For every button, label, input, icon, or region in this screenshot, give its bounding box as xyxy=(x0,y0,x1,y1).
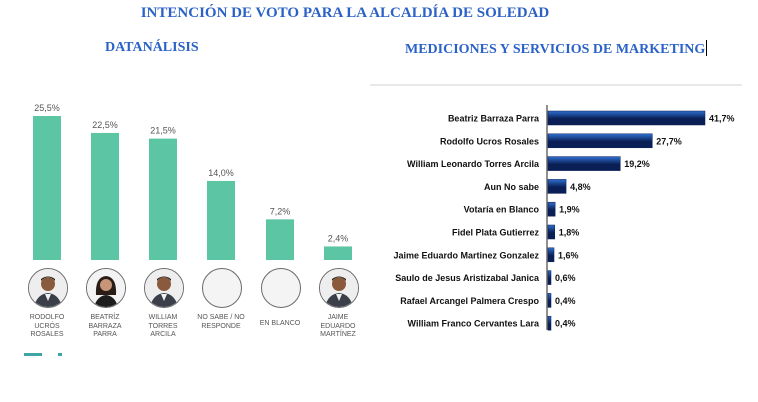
right-bar-1 xyxy=(547,133,653,149)
right-bar-value-label: 0,6% xyxy=(555,273,576,283)
right-bar-value-label: 1,9% xyxy=(559,205,580,215)
left-category-label: BEATRÍZ BARRAZA PARRA xyxy=(70,314,140,340)
right-category-label: Saulo de Jesus Aristizabal Janica xyxy=(395,273,540,283)
right-category-label: Aun No sabe xyxy=(484,182,539,192)
right-bar-value-label: 0,4% xyxy=(555,296,576,306)
right-category-label: Votaría en Blanco xyxy=(464,205,540,215)
left-bar-0 xyxy=(33,116,61,260)
right-chart-title-text: MEDICIONES Y SERVICIOS DE MARKETING xyxy=(405,42,706,57)
right-chart-title: MEDICIONES Y SERVICIOS DE MARKETING xyxy=(405,40,708,58)
left-category-label-line: UCRÓS xyxy=(34,322,60,330)
left-category-label-line: NO SABE / NO xyxy=(197,314,245,321)
empty-avatar xyxy=(261,268,301,308)
left-category-label-line: BEATRÍZ xyxy=(90,314,120,321)
right-bar-5 xyxy=(547,224,556,240)
right-category-label: Rafael Arcangel Palmera Crespo xyxy=(400,296,539,306)
right-bar-value-label: 41,7% xyxy=(709,114,735,124)
left-category-label-line: RESPONDE xyxy=(201,322,241,330)
left-category-label-line: ARCILA xyxy=(150,331,176,338)
left-bar-4 xyxy=(266,219,294,260)
right-category-label: Jaime Eduardo Martinez Gonzalez xyxy=(393,250,539,260)
right-bar-value-label: 1,8% xyxy=(559,228,580,238)
left-category-label: RODOLFO UCRÓS ROSALES xyxy=(12,314,82,340)
left-bar-1 xyxy=(91,132,119,260)
left-category-label: EN BLANCO xyxy=(245,320,315,329)
candidate-photo xyxy=(144,268,184,308)
right-category-label: Beatriz Barraza Parra xyxy=(448,114,540,124)
right-chart-top-rule xyxy=(370,84,742,86)
main-title: INTENCIÓN DE VOTO PARA LA ALCALDÍA DE SO… xyxy=(140,5,550,21)
right-bar-0 xyxy=(547,110,706,126)
left-category-label-line: TORRES xyxy=(148,322,178,330)
left-category-label-line: PARRA xyxy=(93,331,117,338)
left-chart-title: DATANÁLISIS xyxy=(105,40,199,55)
right-bar-3 xyxy=(547,179,567,194)
left-bar-value-label: 25,5% xyxy=(34,103,60,113)
text-cursor xyxy=(706,40,708,56)
right-category-label: William Leonardo Torres Arcila xyxy=(407,159,540,169)
right-bar-7 xyxy=(547,270,552,285)
right-bar-value-label: 1,6% xyxy=(558,250,579,260)
right-bar-value-label: 27,7% xyxy=(656,136,682,146)
right-category-label: William Franco Cervantes Lara xyxy=(408,319,540,329)
left-bar-value-label: 2,4% xyxy=(328,233,349,243)
right-bar-9 xyxy=(547,315,552,331)
candidate-photo xyxy=(319,268,359,308)
left-bar-3 xyxy=(207,180,235,260)
right-bar-value-label: 19,2% xyxy=(624,159,650,169)
right-bar-value-label: 4,8% xyxy=(570,182,591,192)
left-category-label-line: BARRAZA xyxy=(88,322,122,330)
empty-avatar xyxy=(202,268,242,308)
right-bar-2 xyxy=(547,156,621,171)
left-bar-value-label: 7,2% xyxy=(270,206,291,216)
left-category-label: JAIME EDUARDO MARTÍNEZ xyxy=(303,314,373,340)
slide-indicator-dot xyxy=(58,353,62,356)
right-bar-8 xyxy=(547,293,552,308)
left-bar-2 xyxy=(149,138,177,260)
candidate-photo xyxy=(86,268,126,308)
left-bar-value-label: 21,5% xyxy=(150,126,176,136)
right-bar-4 xyxy=(547,201,556,217)
left-bar-5 xyxy=(324,246,352,260)
right-category-label: Rodolfo Ucros Rosales xyxy=(440,136,539,146)
left-category-label-line: EDUARDO xyxy=(320,322,356,330)
left-category-label: NO SABE / NO RESPONDE xyxy=(186,314,256,331)
left-category-label-line: MARTÍNEZ xyxy=(320,331,356,338)
left-category-label: WILLIAM TORRES ARCILA xyxy=(128,314,198,340)
left-bar-value-label: 14,0% xyxy=(208,168,234,178)
left-category-label-line: EN BLANCO xyxy=(259,320,301,327)
right-category-label: Fidel Plata Gutierrez xyxy=(452,228,540,238)
left-category-label-line: WILLIAM xyxy=(148,314,178,321)
slide-indicator-dash xyxy=(24,353,42,356)
candidate-photo xyxy=(28,268,68,308)
right-bar-6 xyxy=(547,247,555,263)
left-category-label-line: JAIME xyxy=(327,314,349,321)
left-bar-chart: 25,5% 22,5% 21,5% 14,0% 7,2% 2,4% xyxy=(33,103,352,260)
right-bar-value-label: 0,4% xyxy=(555,319,576,329)
left-category-label-line: ROSALES xyxy=(30,331,64,338)
left-bar-value-label: 22,5% xyxy=(92,120,118,130)
left-category-label-line: RODOLFO xyxy=(29,314,65,321)
